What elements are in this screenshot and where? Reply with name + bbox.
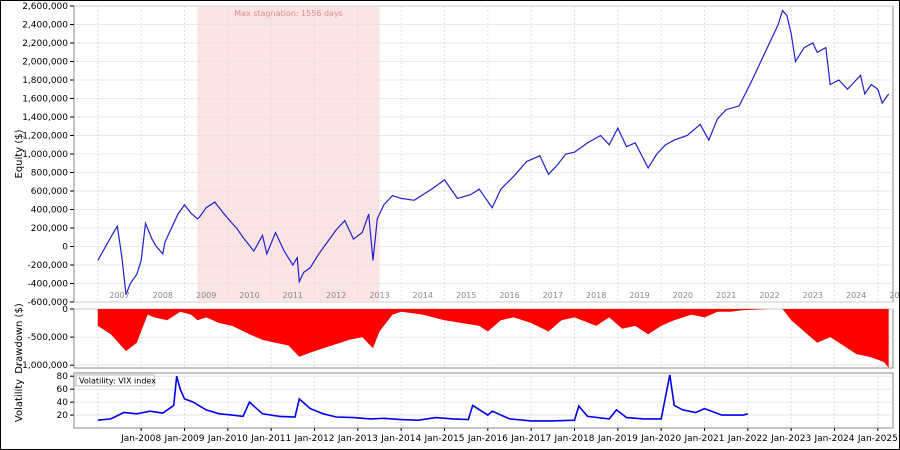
y-tick-label: -200,000 [28, 261, 69, 271]
year-label: 2023 [803, 291, 823, 300]
x-tick-label: Jan-2008 [120, 434, 161, 444]
x-tick-label: Jan-2010 [207, 434, 248, 444]
equity-line [97, 9, 890, 295]
x-tick-label: Jan-2015 [423, 434, 464, 444]
year-label: 2012 [326, 291, 346, 300]
year-label: 2015 [456, 291, 476, 300]
year-label: 2021 [716, 291, 736, 300]
year-label: 2022 [759, 291, 779, 300]
y-tick-label: 2,200,000 [22, 39, 68, 49]
y-tick-label: 1,200,000 [22, 132, 68, 142]
x-tick-label: Jan-2021 [683, 434, 724, 444]
year-label: 2011 [283, 291, 303, 300]
x-tick-label: Jan-2013 [337, 434, 378, 444]
y-axis-title: Volatility [14, 379, 25, 422]
x-tick-label: Jan-2022 [727, 434, 768, 444]
drawdown-area [97, 309, 889, 368]
year-label: 2025 [889, 291, 900, 300]
y-tick-label: 2,600,000 [22, 2, 68, 12]
x-tick-label: Jan-2012 [293, 434, 334, 444]
x-tick-label: Jan-2016 [467, 434, 508, 444]
year-label: 2007 [109, 291, 129, 300]
volatility-title: Volatility: VIX index [79, 377, 156, 386]
y-tick-label: -400,000 [28, 280, 69, 290]
y-tick-label: 800,000 [31, 169, 68, 179]
year-label: 2017 [543, 291, 563, 300]
x-tick-label: Jan-2024 [813, 434, 854, 444]
year-label: 2020 [673, 291, 693, 300]
x-tick-label: Jan-2009 [163, 434, 204, 444]
x-tick-label: Jan-2020 [640, 434, 681, 444]
stagnation-label: Max stagnation: 1556 days [234, 9, 343, 18]
year-label: 2008 [153, 291, 173, 300]
y-tick-label: 0 [62, 243, 68, 253]
y-axis-title: Equity ($) [14, 129, 25, 178]
x-tick-label: Jan-2017 [510, 434, 551, 444]
y-tick-label: 1,600,000 [22, 95, 68, 105]
y-tick-label: 20 [57, 411, 69, 421]
y-tick-label: 1,800,000 [22, 76, 68, 86]
plot-area-3 [73, 372, 894, 429]
year-label: 2014 [413, 291, 433, 300]
y-tick-label: 400,000 [31, 206, 68, 216]
y-tick-label: 80 [57, 372, 69, 382]
x-tick-label: Jan-2023 [770, 434, 811, 444]
y-tick-label: 60 [57, 385, 69, 395]
y-tick-label: 1,400,000 [22, 113, 68, 123]
x-tick-label: Jan-2011 [250, 434, 291, 444]
y-tick-label: -1,000,000 [19, 361, 68, 371]
y-tick-label: -600,000 [28, 298, 69, 308]
year-label: 2013 [369, 291, 389, 300]
year-label: 2018 [586, 291, 606, 300]
y-tick-label: 0 [62, 305, 68, 315]
y-tick-label: 2,400,000 [22, 21, 68, 31]
y-tick-label: 600,000 [31, 187, 68, 197]
year-label: 2016 [499, 291, 519, 300]
year-label: 2024 [846, 291, 866, 300]
y-tick-label: 2,000,000 [22, 58, 68, 68]
volatility-title-box [75, 374, 155, 387]
x-tick-label: Jan-2025 [857, 434, 898, 444]
y-axis-title: Drawdown ($) [14, 303, 25, 374]
vix-line [97, 374, 749, 422]
y-tick-label: 40 [57, 398, 69, 408]
year-label: 2010 [239, 291, 259, 300]
year-label: 2009 [196, 291, 216, 300]
year-label: 2019 [629, 291, 649, 300]
x-tick-label: Jan-2019 [597, 434, 638, 444]
y-tick-label: 1,000,000 [22, 150, 68, 160]
x-tick-label: Jan-2018 [553, 434, 594, 444]
x-tick-label: Jan-2014 [380, 434, 421, 444]
y-tick-label: -500,000 [28, 333, 69, 343]
y-tick-label: 200,000 [31, 224, 68, 234]
